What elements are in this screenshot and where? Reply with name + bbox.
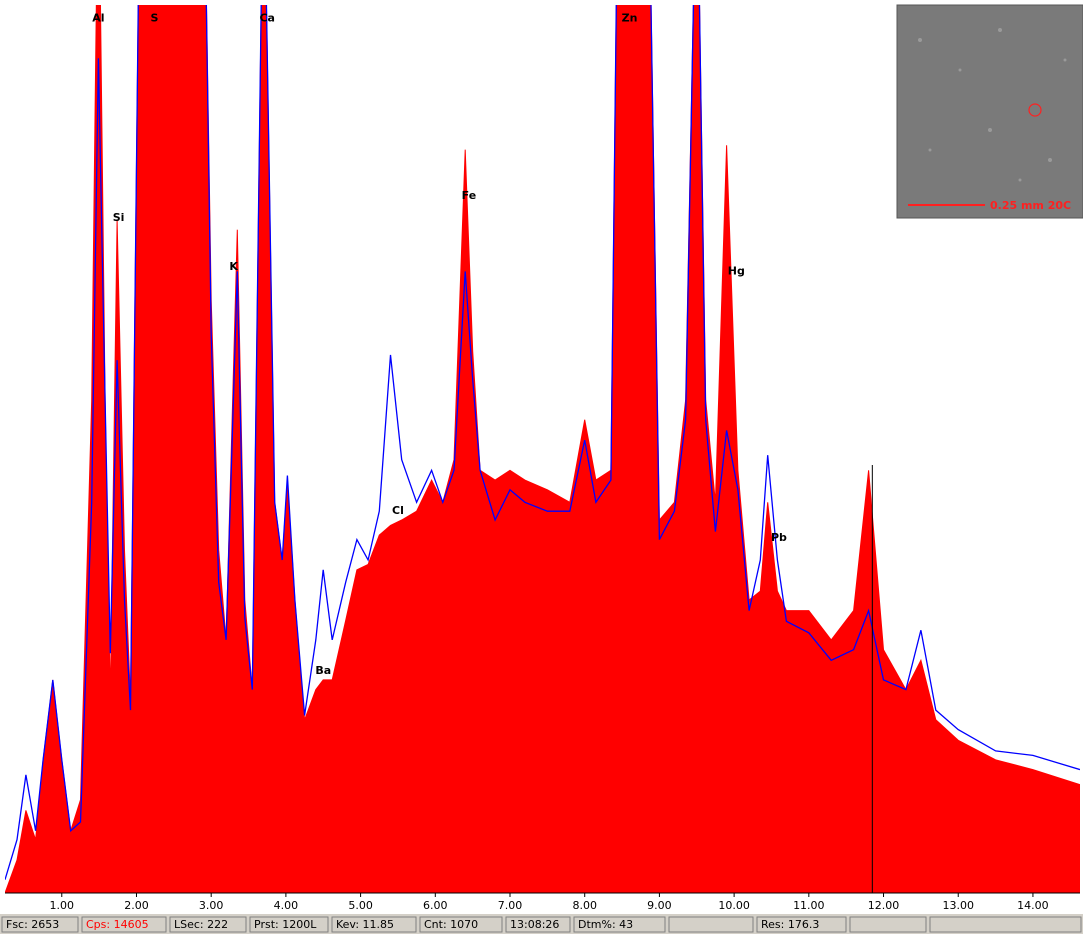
status-field [419,916,503,933]
status-text: Prst: 1200L [254,918,317,931]
element-label: Ca [259,11,275,24]
status-text: Kev: 11.85 [336,918,394,931]
x-tick-label: 13.00 [942,899,974,912]
status-text: Cnt: 1070 [424,918,478,931]
element-label: Si [113,211,125,224]
status-field [573,916,666,933]
status-field [668,916,754,933]
element-label: K [229,260,238,273]
element-label: S [150,11,158,24]
x-tick-label: 2.00 [124,899,149,912]
status-text: Fsc: 2653 [6,918,59,931]
status-text: Cps: 14605 [86,918,149,931]
status-field [81,916,167,933]
x-tick-label: 6.00 [423,899,448,912]
element-label: Zn [622,11,638,24]
spectrum-area [5,5,1080,893]
status-text: LSec: 222 [174,918,228,931]
image-frame [896,4,1083,219]
x-tick-label: 5.00 [348,899,373,912]
status-field [331,916,417,933]
x-tick-label: 11.00 [793,899,825,912]
status-bar: Fsc: 2653 Cps: 14605 LSec: 222 Prst: 1200L K… [0,914,1083,934]
status-field [849,916,927,933]
scale-label: 0.25 mm 20C [990,199,1071,212]
element-label: Al [92,11,104,24]
x-tick-label: 4.00 [274,899,299,912]
spectrum-line [5,5,1080,880]
element-label: Hg [728,264,745,277]
x-tick-label: 14.00 [1017,899,1049,912]
sem-image: 0.25 mm 20C [896,4,1083,219]
status-text: Dtm%: 43 [578,918,633,931]
x-tick-label: 8.00 [572,899,597,912]
status-field [169,916,247,933]
x-tick-label: 1.00 [50,899,75,912]
x-tick-label: 3.00 [199,899,224,912]
status-text: 13:08:26 [510,918,559,931]
x-tick-label: 10.00 [718,899,750,912]
element-label: Fe [462,189,477,202]
element-label: Pb [771,531,787,544]
status-field [756,916,847,933]
plot-area: Al S Ca Si K Fe Zn Hg Cl Ba Pb [5,5,1080,893]
element-label: Cl [392,504,404,517]
status-field [929,916,1082,933]
status-field [505,916,571,933]
x-tick-label: 7.00 [498,899,523,912]
image-texture [918,28,1067,182]
element-label: Ba [315,664,331,677]
x-tick-label: 9.00 [647,899,672,912]
status-text: Res: 176.3 [761,918,819,931]
status-field [1,916,79,933]
x-tick-label: 12.00 [868,899,900,912]
probe-marker [1028,103,1042,117]
status-field [249,916,329,933]
